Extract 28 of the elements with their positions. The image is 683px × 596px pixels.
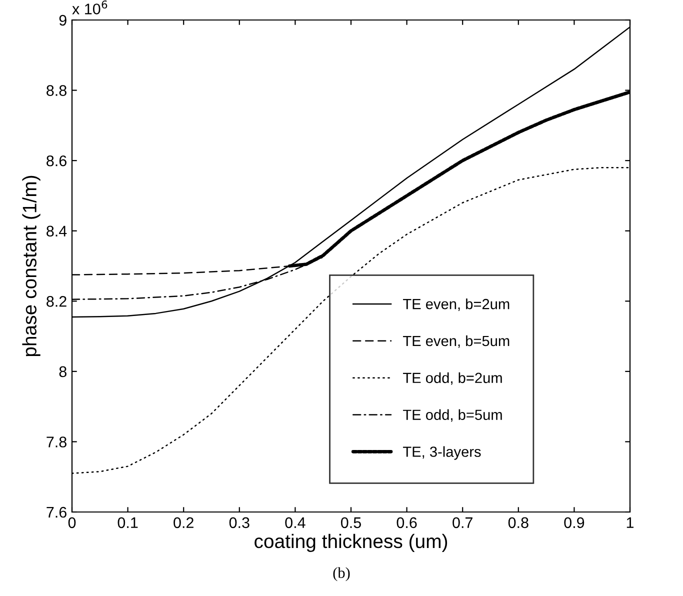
text: x 10$^{6}$ (72, 0, 108, 14)
legend-label: TE odd, b=5um (403, 409, 502, 422)
x-tick-label: 0.5 (340, 517, 361, 528)
x-tick-label: 0.3 (229, 517, 250, 528)
x-tick-label: 1 (626, 517, 634, 528)
x-tick-label: 0.1 (118, 517, 138, 528)
y-tick-label: 7.8 (46, 436, 66, 448)
y-axis-title: phase constant (1/m) (22, 176, 40, 356)
x-tick-label: 0.9 (564, 517, 584, 528)
text: (b) (333, 567, 350, 582)
legend-label: TE, 3-layers (403, 446, 481, 460)
legend-label: TE even, b=2um (403, 298, 510, 311)
x-tick-label: 0.4 (285, 517, 306, 528)
x-tick-label: 0.8 (508, 517, 528, 528)
y-tick-label: 8.2 (46, 296, 66, 307)
y-tick-label: 8 (59, 366, 66, 378)
x-tick-label: 0.2 (174, 517, 194, 528)
y-tick-label: 8.6 (46, 155, 66, 166)
y-tick-label: 9 (59, 14, 66, 26)
y-tick-label: 8.8 (46, 85, 66, 96)
legend-label: TE even, b=5um (403, 335, 510, 348)
y-tick-label: 7.6 (46, 506, 66, 518)
x-tick-label: 0.7 (452, 517, 472, 528)
y-tick-label: 8.4 (46, 226, 67, 237)
x-tick-label: 0 (68, 517, 76, 528)
x-axis-title: coating thickness (um) (254, 534, 448, 552)
x-tick-label: 0.6 (396, 517, 417, 528)
legend-label: TE odd, b=2um (403, 372, 502, 385)
